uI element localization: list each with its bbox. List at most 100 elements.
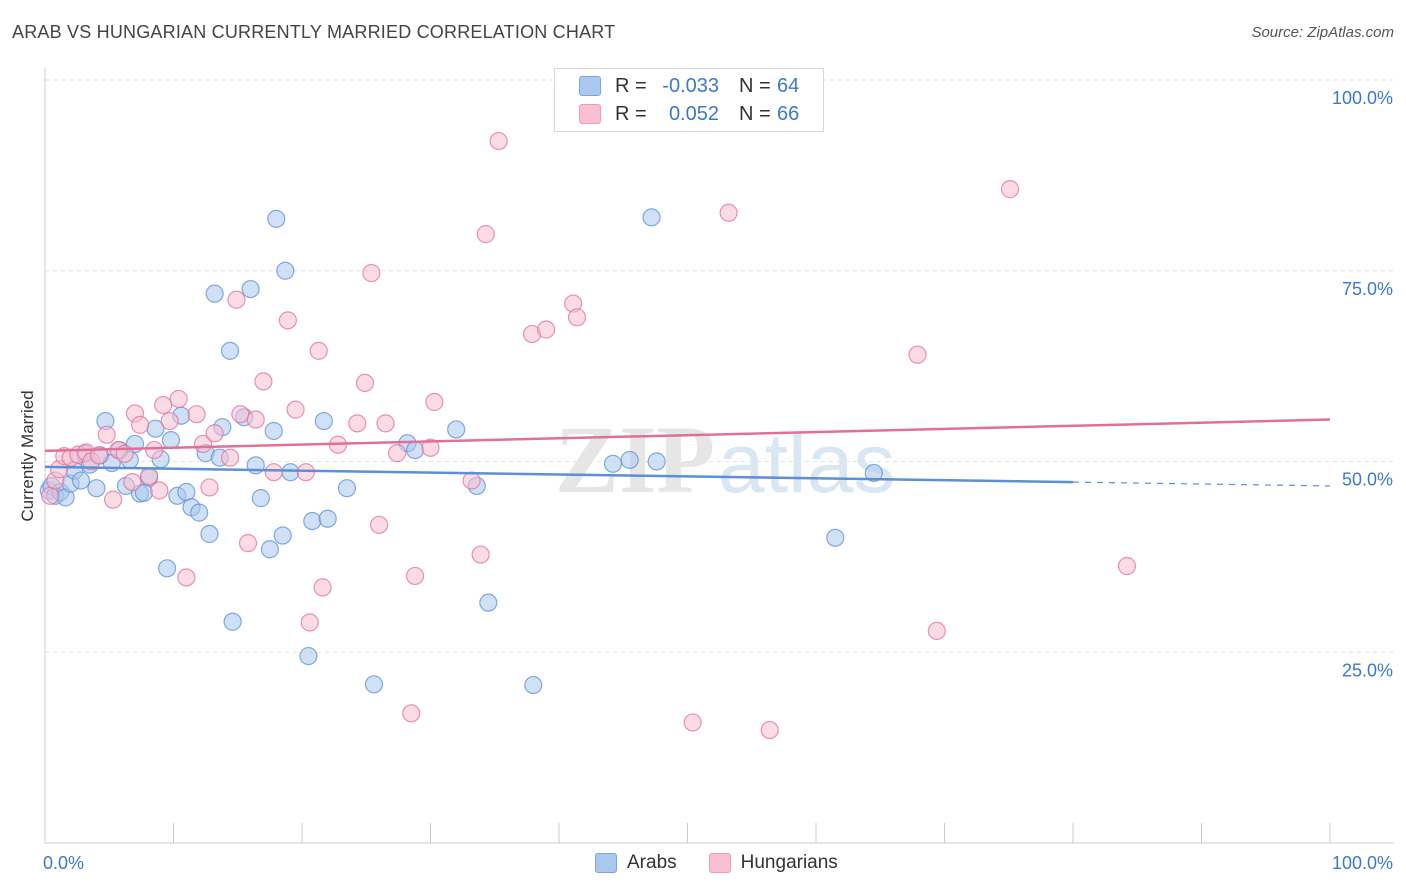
r-value: 0.052 — [668, 102, 719, 125]
data-point — [273, 526, 292, 545]
data-point — [246, 410, 265, 429]
data-point — [97, 425, 116, 444]
data-point — [231, 405, 250, 424]
axes — [44, 68, 1394, 844]
n-label: N = — [739, 74, 771, 97]
n-value: 64 — [777, 74, 800, 97]
legend-row-arabs: R = -0.033 N = 64 — [579, 73, 799, 99]
data-point — [425, 392, 444, 412]
legend-item-arabs: Arabs — [595, 852, 677, 874]
y-tick-label: 50.0% — [1342, 470, 1393, 490]
data-point — [89, 446, 109, 465]
trend-lines — [44, 418, 1331, 487]
data-point — [1000, 180, 1020, 199]
data-point — [314, 411, 333, 431]
legend-label-hungarians: Hungarians — [740, 852, 838, 873]
trend-extension-arabs — [1072, 481, 1331, 487]
data-point — [1117, 556, 1137, 576]
data-point — [104, 490, 123, 509]
legend-row-hungarians: R = 0.052 N = 66 — [579, 101, 799, 127]
data-point — [313, 578, 332, 597]
data-point — [205, 424, 224, 443]
legend-swatch-arabs — [579, 76, 601, 96]
data-point — [41, 486, 60, 505]
data-point — [145, 440, 164, 460]
r-label: R = — [615, 74, 647, 97]
data-point — [387, 444, 407, 463]
data-point — [169, 389, 188, 409]
data-point — [281, 463, 300, 482]
data-point — [160, 411, 179, 431]
data-point — [476, 225, 495, 244]
data-point — [647, 452, 666, 471]
legend-swatch-hungarians — [579, 104, 601, 124]
x-tick-label: 0.0% — [43, 853, 84, 873]
data-point — [154, 395, 173, 415]
data-point — [567, 308, 587, 327]
trend-line-arabs — [44, 465, 1074, 484]
legend-swatch-hungarians — [708, 853, 731, 873]
data-point — [296, 463, 315, 482]
data-point — [309, 341, 328, 360]
data-point — [200, 524, 219, 544]
data-point — [908, 345, 927, 364]
data-point — [642, 208, 661, 227]
data-point — [348, 414, 367, 433]
data-point — [447, 420, 466, 439]
data-point — [760, 720, 779, 740]
data-point — [370, 515, 389, 534]
chart-title: ARAB VS HUNGARIAN CURRENTLY MARRIED CORR… — [12, 22, 616, 42]
y-axis-label: Currently Married — [18, 390, 37, 521]
data-point — [318, 509, 337, 528]
data-point — [300, 613, 319, 632]
data-point — [479, 593, 498, 612]
data-point — [603, 454, 623, 473]
data-point — [220, 448, 240, 467]
series-hungarians — [41, 131, 1137, 740]
data-point — [303, 511, 322, 531]
data-point — [71, 471, 91, 490]
series-legend: Arabs Hungarians — [595, 852, 870, 874]
r-value: -0.033 — [662, 74, 719, 97]
data-point — [278, 311, 297, 330]
data-point — [489, 131, 508, 151]
data-point — [264, 421, 283, 441]
data-point — [826, 528, 845, 547]
grid — [45, 79, 1394, 653]
data-point — [421, 438, 440, 457]
data-point — [299, 646, 318, 666]
legend-swatch-arabs — [595, 853, 617, 873]
data-point — [187, 405, 206, 424]
r-label: R = — [615, 102, 647, 125]
data-point — [462, 471, 481, 490]
data-point — [220, 341, 240, 360]
legend-label-arabs: Arabs — [627, 852, 677, 873]
data-points — [39, 131, 1137, 740]
n-label: N = — [739, 102, 771, 125]
data-point — [337, 479, 357, 498]
data-point — [276, 261, 295, 280]
data-point — [177, 482, 196, 502]
trend-line-hungarians — [44, 418, 1331, 453]
data-point — [139, 466, 159, 486]
data-point — [260, 540, 279, 559]
data-point — [150, 481, 169, 500]
data-point — [177, 568, 196, 587]
data-point — [223, 612, 242, 631]
data-point — [376, 414, 395, 433]
y-tick-label: 25.0% — [1342, 660, 1393, 680]
data-point — [227, 290, 246, 309]
data-point — [238, 534, 258, 553]
correlation-legend: R = -0.033 N = 64 R = 0.052 N = 66 — [554, 68, 824, 132]
data-point — [402, 704, 421, 723]
data-point — [620, 450, 639, 470]
data-point — [355, 373, 375, 393]
legend-item-hungarians: Hungarians — [708, 852, 838, 874]
x-tick-label: 100.0% — [1332, 853, 1393, 873]
data-point — [362, 263, 381, 283]
data-point — [161, 431, 181, 450]
data-point — [267, 209, 286, 228]
data-point — [524, 675, 543, 695]
data-point — [364, 675, 384, 694]
